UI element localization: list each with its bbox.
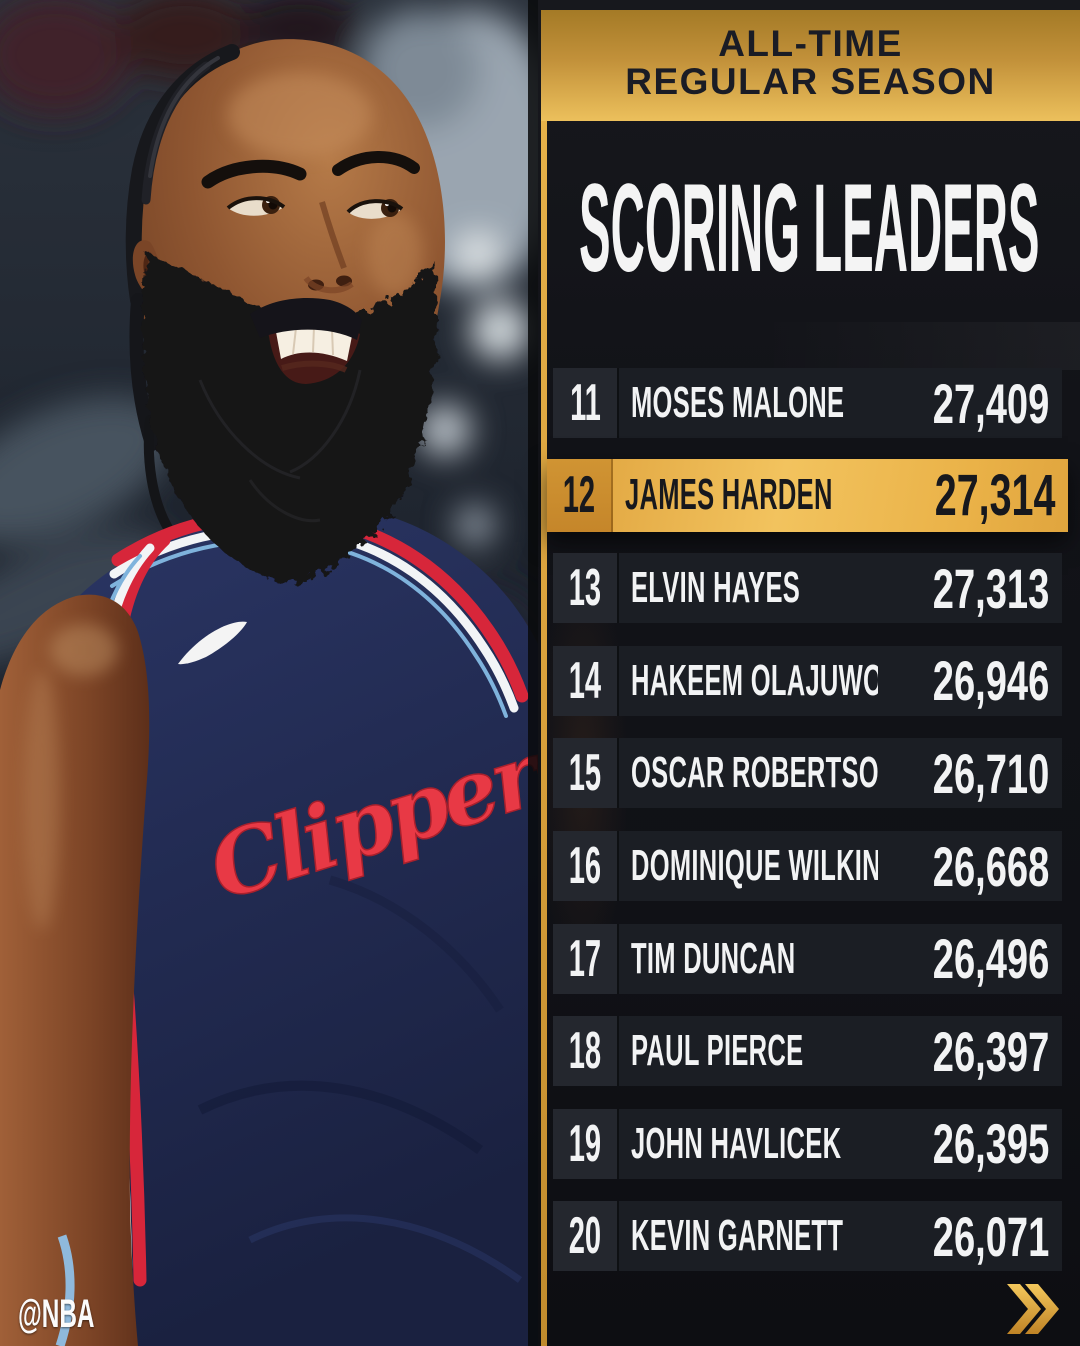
page-title: SCORING LEADERS (538, 158, 1080, 298)
rank-cell: 14 (553, 645, 619, 716)
rank-cell: 11 (553, 368, 619, 438)
leaderboard-row: 18 PAUL PIERCE 26,397 (553, 1016, 1062, 1087)
rank-number: 18 (568, 1022, 602, 1081)
eyebrows (201, 151, 420, 189)
player-name-cell: PAUL PIERCE (619, 1016, 878, 1086)
shoulder-arm (0, 594, 150, 1346)
points-value: 26,668 (932, 834, 1049, 898)
rank-cell: 17 (553, 923, 619, 994)
rank-number: 17 (568, 929, 602, 988)
panel-gold-border (541, 10, 547, 1346)
nike-swoosh-icon (178, 621, 247, 665)
player-photo: Clippers (0, 0, 540, 1346)
points-value: 27,313 (932, 556, 1049, 620)
leaderboard-row: 11 MOSES MALONE 27,409 (553, 368, 1062, 438)
rank-cell: 13 (553, 553, 619, 624)
category-banner: ALL-TIME REGULAR SEASON (541, 10, 1080, 121)
player-name: TIM DUNCAN (631, 933, 796, 983)
rank-cell: 16 (553, 831, 619, 901)
banner-line2: REGULAR SEASON (625, 61, 996, 102)
double-chevron-right-icon (1007, 1284, 1059, 1334)
leaderboard-panel: ALL-TIME REGULAR SEASON SCORING LEADERS … (538, 0, 1080, 1346)
next-page-arrows[interactable] (1006, 1284, 1060, 1334)
eyes (226, 196, 404, 219)
rank-number: 12 (562, 466, 596, 525)
points-cell: 26,710 (878, 738, 1062, 808)
rank-number: 16 (568, 837, 602, 895)
rank-number: 19 (568, 1114, 602, 1173)
drawstring (55, 1234, 75, 1346)
leaderboard-row: 19 JOHN HAVLICEK 26,395 (553, 1108, 1062, 1179)
player-name: JAMES HARDEN (625, 470, 833, 520)
points-cell: 27,409 (878, 368, 1062, 438)
rank-number: 15 (568, 744, 602, 803)
points-cell: 26,071 (878, 1201, 1062, 1271)
page-title-text: SCORING LEADERS (578, 157, 1040, 299)
rank-cell: 18 (553, 1016, 619, 1087)
rank-number: 11 (569, 374, 601, 432)
player-name: MOSES MALONE (631, 378, 845, 427)
player-name: HAKEEM OLAJUWON (631, 655, 878, 705)
rank-cell: 12 (547, 458, 613, 532)
player-name-cell: HAKEEM OLAJUWON (619, 646, 878, 716)
leaderboard-row: 17 TIM DUNCAN 26,496 (553, 923, 1062, 994)
rank-cell: 20 (553, 1201, 619, 1272)
player-name: PAUL PIERCE (631, 1026, 804, 1076)
rank-number: 13 (568, 559, 602, 618)
points-value: 26,397 (932, 1019, 1049, 1083)
points-value: 26,071 (932, 1204, 1049, 1268)
leaderboard-row: 13 ELVIN HAYES 27,313 (553, 553, 1062, 624)
points-value: 27,314 (934, 462, 1055, 528)
points-cell: 26,668 (878, 831, 1062, 901)
points-value: 26,946 (932, 649, 1049, 713)
player-name-cell: ELVIN HAYES (619, 553, 878, 623)
leaderboard-row: 14 HAKEEM OLAJUWON 26,946 (553, 645, 1062, 716)
player-name-cell: OSCAR ROBERTSON (619, 738, 878, 808)
panel-glow (758, 322, 1080, 370)
player-name-cell: DOMINIQUE WILKINS (619, 831, 878, 901)
leaderboard-row-highlighted: 12 JAMES HARDEN 27,314 (547, 458, 1068, 532)
points-cell: 26,397 (878, 1016, 1062, 1086)
rank-cell: 15 (553, 738, 619, 809)
points-value: 26,710 (932, 741, 1049, 805)
rank-cell: 19 (553, 1108, 619, 1179)
player-name-cell: MOSES MALONE (619, 368, 878, 438)
player-name-cell: TIM DUNCAN (619, 924, 878, 994)
banner-line1: ALL-TIME (718, 23, 903, 64)
mustache (250, 297, 362, 340)
player-name: OSCAR ROBERTSON (631, 748, 878, 798)
player-name-cell: JAMES HARDEN (613, 459, 878, 532)
rank-number: 14 (568, 651, 602, 710)
points-cell: 27,314 (878, 459, 1068, 532)
watermark: @NBA (18, 1291, 95, 1336)
player-name: DOMINIQUE WILKINS (631, 841, 878, 890)
player-name: ELVIN HAYES (631, 563, 801, 613)
leaderboard-row: 16 DOMINIQUE WILKINS 26,668 (553, 831, 1062, 901)
points-cell: 26,395 (878, 1109, 1062, 1179)
points-cell: 26,946 (878, 646, 1062, 716)
player-name-cell: KEVIN GARNETT (619, 1201, 878, 1271)
player-name-cell: JOHN HAVLICEK (619, 1109, 878, 1179)
points-value: 27,409 (932, 371, 1049, 435)
points-cell: 26,496 (878, 924, 1062, 994)
leaderboard-row: 15 OSCAR ROBERTSON 26,710 (553, 738, 1062, 809)
beard (141, 252, 438, 584)
player-name: JOHN HAVLICEK (631, 1118, 842, 1168)
points-value: 26,395 (932, 1112, 1049, 1176)
points-cell: 27,313 (878, 553, 1062, 623)
nose (303, 201, 354, 294)
points-value: 26,496 (932, 927, 1049, 991)
leaderboard-row: 20 KEVIN GARNETT 26,071 (553, 1201, 1062, 1272)
player-name: KEVIN GARNETT (631, 1211, 844, 1261)
rank-number: 20 (568, 1207, 602, 1266)
player-photo-illustration: Clippers (0, 0, 540, 1346)
